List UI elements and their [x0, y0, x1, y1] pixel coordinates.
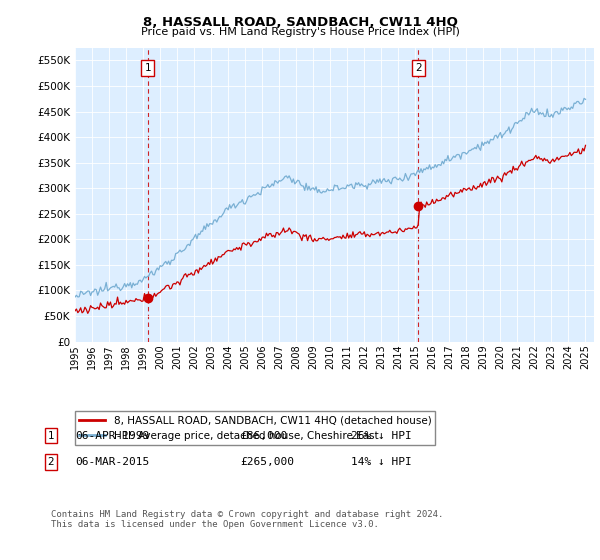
Text: 06-APR-1999: 06-APR-1999	[75, 431, 149, 441]
Text: 1: 1	[145, 63, 151, 73]
Text: 2: 2	[47, 457, 55, 467]
Text: £265,000: £265,000	[240, 457, 294, 467]
Text: 06-MAR-2015: 06-MAR-2015	[75, 457, 149, 467]
Text: 26% ↓ HPI: 26% ↓ HPI	[351, 431, 412, 441]
Text: 1: 1	[47, 431, 55, 441]
Text: £86,000: £86,000	[240, 431, 287, 441]
Text: Contains HM Land Registry data © Crown copyright and database right 2024.
This d: Contains HM Land Registry data © Crown c…	[51, 510, 443, 529]
Text: 14% ↓ HPI: 14% ↓ HPI	[351, 457, 412, 467]
Legend: 8, HASSALL ROAD, SANDBACH, CW11 4HQ (detached house), HPI: Average price, detach: 8, HASSALL ROAD, SANDBACH, CW11 4HQ (det…	[75, 412, 436, 445]
Text: Price paid vs. HM Land Registry's House Price Index (HPI): Price paid vs. HM Land Registry's House …	[140, 27, 460, 37]
Text: 8, HASSALL ROAD, SANDBACH, CW11 4HQ: 8, HASSALL ROAD, SANDBACH, CW11 4HQ	[143, 16, 457, 29]
Text: 2: 2	[415, 63, 422, 73]
